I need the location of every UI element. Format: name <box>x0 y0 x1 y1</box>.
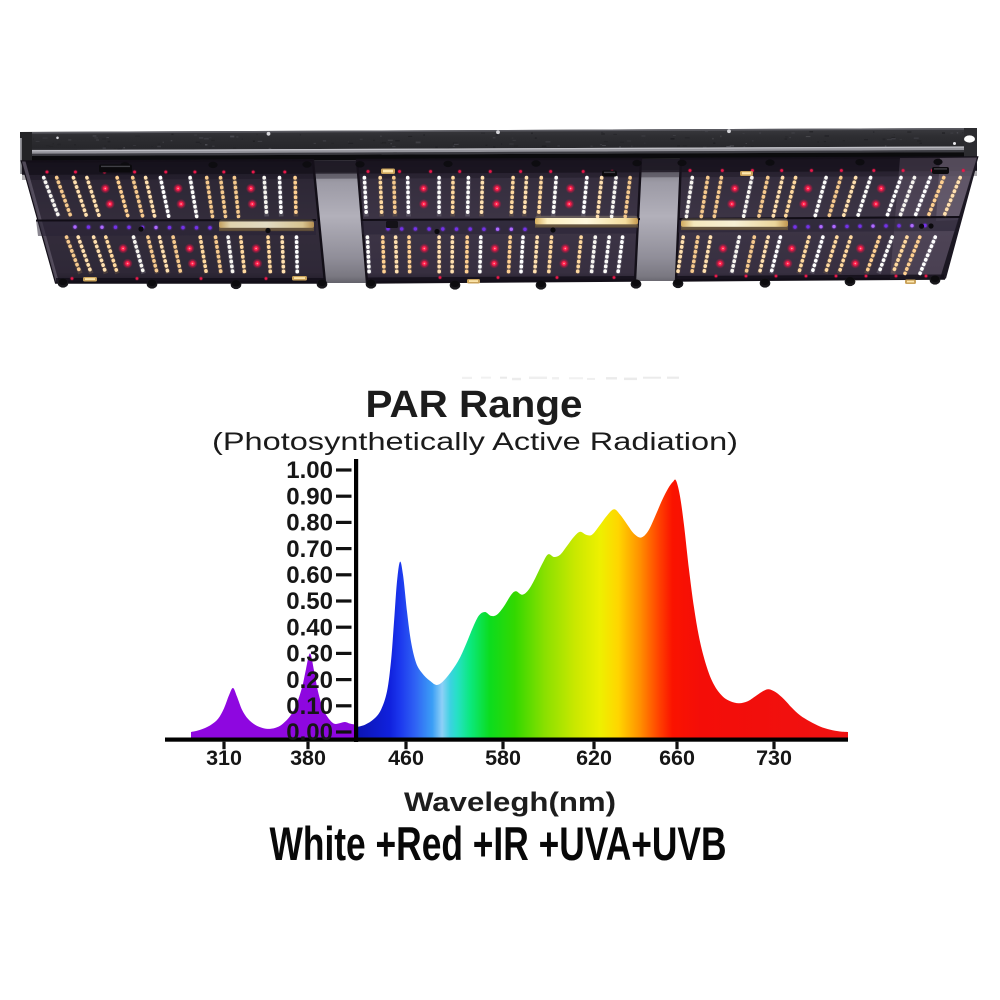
svg-text:(Photosynthetically Active Rad: (Photosynthetically Active Radiation) <box>212 428 738 456</box>
svg-text:660: 660 <box>659 746 695 770</box>
svg-text:0.80: 0.80 <box>286 510 333 537</box>
svg-text:Wavelegh(nm): Wavelegh(nm) <box>404 787 616 817</box>
svg-text:0.40: 0.40 <box>286 614 333 641</box>
svg-text:0.10: 0.10 <box>286 693 333 720</box>
svg-text:310: 310 <box>206 746 242 770</box>
svg-text:1.00: 1.00 <box>286 457 333 484</box>
svg-text:0.30: 0.30 <box>286 641 333 668</box>
svg-text:0.00: 0.00 <box>286 719 333 746</box>
svg-text:730: 730 <box>756 746 792 770</box>
svg-text:PAR Range: PAR Range <box>366 384 583 426</box>
svg-text:0.60: 0.60 <box>286 562 333 589</box>
svg-text:0.20: 0.20 <box>286 667 333 694</box>
svg-text:620: 620 <box>576 746 612 770</box>
svg-text:580: 580 <box>485 746 521 770</box>
svg-text:0.50: 0.50 <box>286 588 333 615</box>
svg-text:380: 380 <box>290 746 326 770</box>
svg-text:460: 460 <box>388 746 424 770</box>
svg-text:White +Red +IR +UVA+UVB: White +Red +IR +UVA+UVB <box>270 817 727 870</box>
svg-text:0.90: 0.90 <box>286 483 333 510</box>
svg-text:0.70: 0.70 <box>286 536 333 563</box>
